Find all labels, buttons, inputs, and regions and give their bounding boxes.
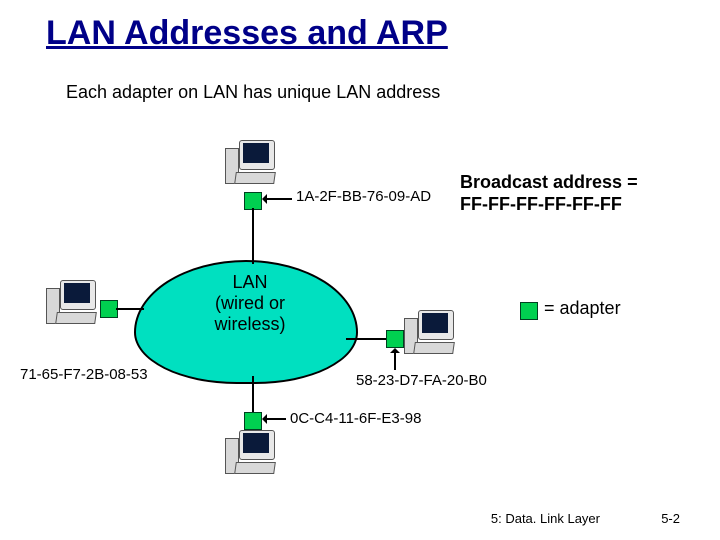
addr-right: 58-23-D7-FA-20-B0 (356, 372, 487, 389)
link-left (116, 308, 144, 310)
addr-top: 1A-2F-BB-76-09-AD (296, 188, 431, 205)
arrow-bottom (264, 418, 286, 420)
addr-left: 71-65-F7-2B-08-53 (20, 366, 148, 383)
subtitle: Each adapter on LAN has unique LAN addre… (66, 82, 440, 103)
legend-text: = adapter (544, 298, 621, 319)
arrow-top (264, 198, 292, 200)
link-bottom (252, 376, 254, 412)
computer-top (225, 140, 277, 190)
page-title: LAN Addresses and ARP (46, 14, 448, 53)
lan-label: LAN (wired or wireless) (190, 272, 310, 335)
computer-bottom (225, 430, 277, 480)
lan-line3: wireless) (214, 314, 285, 334)
lan-line1: LAN (232, 272, 267, 292)
footer-page: 5-2 (661, 511, 680, 526)
legend-box (520, 302, 538, 320)
broadcast-line2: FF-FF-FF-FF-FF-FF (460, 194, 622, 214)
broadcast-line1: Broadcast address = (460, 172, 638, 192)
computer-left (46, 280, 98, 330)
computer-right (404, 310, 456, 360)
arrow-right-ptr (394, 350, 396, 370)
link-right (346, 338, 386, 340)
broadcast-label: Broadcast address = FF-FF-FF-FF-FF-FF (460, 172, 670, 215)
link-top (252, 208, 254, 264)
lan-line2: (wired or (215, 293, 285, 313)
footer-chapter: 5: Data. Link Layer (491, 511, 600, 526)
addr-bottom: 0C-C4-11-6F-E3-98 (290, 410, 421, 427)
